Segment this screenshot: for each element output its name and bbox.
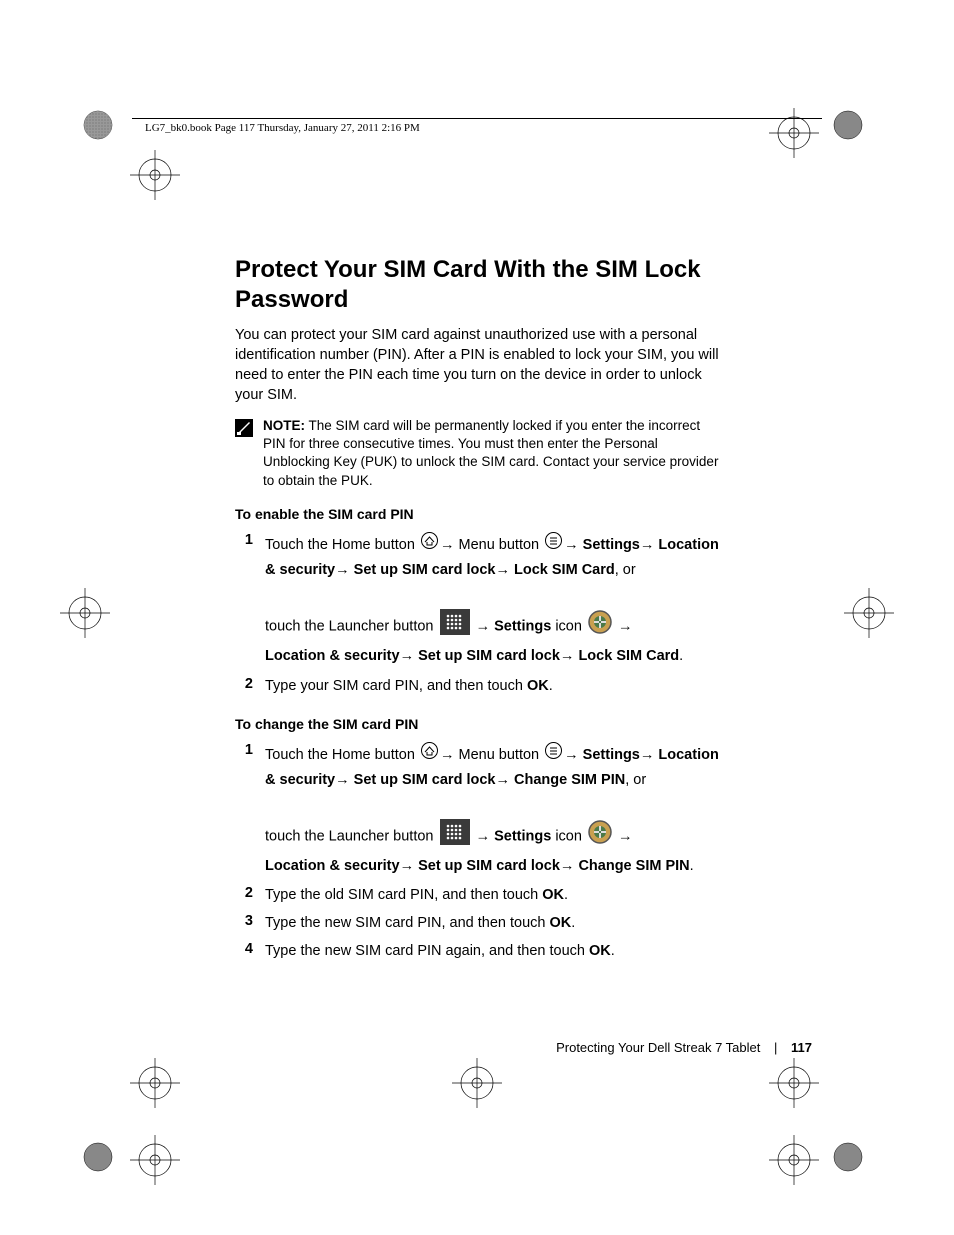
crop-ornament-bl (83, 1142, 121, 1180)
register-mark (130, 1135, 180, 1185)
step: 2 Type the old SIM card PIN, and then to… (235, 885, 725, 907)
note-block: NOTE: The SIM card will be permanently l… (235, 417, 725, 490)
step: 3 Type the new SIM card PIN, and then to… (235, 913, 725, 935)
page-title: Protect Your SIM Card With the SIM Lock … (235, 255, 725, 315)
step-body: Touch the Home button → Menu button → Se… (265, 532, 725, 670)
step-number: 2 (235, 676, 265, 692)
step: 4 Type the new SIM card PIN again, and t… (235, 941, 725, 963)
step: 1 Touch the Home button → Menu button → … (235, 742, 725, 880)
section-heading-enable: To enable the SIM card PIN (235, 506, 725, 522)
note-icon (235, 419, 253, 442)
launcher-icon (440, 609, 470, 644)
register-mark (769, 108, 819, 158)
home-icon (421, 532, 438, 558)
page-footer: Protecting Your Dell Streak 7 Tablet | 1… (556, 1040, 812, 1055)
page-number: 117 (791, 1040, 812, 1055)
step: 1 Touch the Home button → Menu button → … (235, 532, 725, 670)
footer-chapter: Protecting Your Dell Streak 7 Tablet (556, 1040, 760, 1055)
menu-icon (545, 742, 562, 768)
settings-icon (588, 610, 612, 643)
register-mark (769, 1058, 819, 1108)
step-body: Type the new SIM card PIN again, and the… (265, 941, 725, 963)
footer-divider: | (774, 1040, 777, 1055)
crop-ornament-br (833, 1142, 871, 1180)
intro-paragraph: You can protect your SIM card against un… (235, 325, 725, 405)
step-body: Type your SIM card PIN, and then touch O… (265, 676, 725, 698)
crop-ornament-tl (83, 110, 121, 148)
crop-ornament-tr (833, 110, 871, 148)
launcher-icon (440, 819, 470, 854)
register-mark (769, 1135, 819, 1185)
step-number: 3 (235, 913, 265, 929)
register-mark (452, 1058, 502, 1108)
note-text: NOTE: The SIM card will be permanently l… (263, 417, 725, 490)
step-body: Touch the Home button → Menu button → Se… (265, 742, 725, 880)
section-heading-change: To change the SIM card PIN (235, 716, 725, 732)
header-rule (132, 118, 822, 119)
step-number: 4 (235, 941, 265, 957)
register-mark (60, 588, 110, 638)
running-header: LG7_bk0.book Page 117 Thursday, January … (145, 122, 420, 134)
step-body: Type the new SIM card PIN, and then touc… (265, 913, 725, 935)
step-number: 1 (235, 532, 265, 548)
home-icon (421, 742, 438, 768)
step: 2 Type your SIM card PIN, and then touch… (235, 676, 725, 698)
page-content: Protect Your SIM Card With the SIM Lock … (235, 255, 725, 969)
register-mark (130, 1058, 180, 1108)
menu-icon (545, 532, 562, 558)
step-number: 1 (235, 742, 265, 758)
step-body: Type the old SIM card PIN, and then touc… (265, 885, 725, 907)
step-number: 2 (235, 885, 265, 901)
register-mark (130, 150, 180, 200)
settings-icon (588, 820, 612, 853)
register-mark (844, 588, 894, 638)
